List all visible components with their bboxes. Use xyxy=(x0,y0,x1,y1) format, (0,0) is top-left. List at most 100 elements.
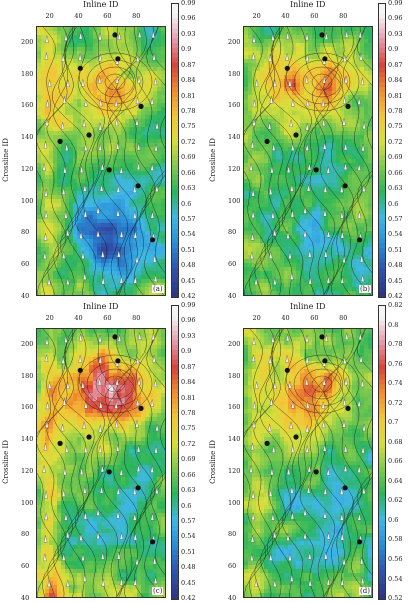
arrow-marker xyxy=(362,423,366,432)
arrow-marker xyxy=(152,53,156,61)
contour-line xyxy=(293,59,351,105)
arrow-marker xyxy=(117,250,121,258)
x-axis-title: Inline ID xyxy=(290,0,326,9)
well-marker xyxy=(77,367,83,373)
arrow-marker xyxy=(99,184,104,192)
arrow-marker xyxy=(267,122,272,130)
panel-label: (d) xyxy=(359,587,371,595)
arrow-marker xyxy=(63,467,67,476)
arrow-marker xyxy=(305,334,309,343)
arrow-marker xyxy=(150,97,154,105)
colorbar-tick-label: 0.84 xyxy=(181,76,196,85)
colorbar-tick-label: 0.57 xyxy=(181,516,196,525)
arrow-marker xyxy=(136,445,141,453)
arrow-marker xyxy=(60,424,65,432)
arrow-marker xyxy=(339,487,344,495)
arrow-marker xyxy=(116,185,121,193)
y-tick-label: 160 xyxy=(228,101,241,110)
contour-line xyxy=(284,52,360,112)
arrow-marker xyxy=(290,184,294,192)
arrow-marker xyxy=(271,211,275,219)
arrow-marker xyxy=(119,166,124,174)
arrow-marker xyxy=(342,255,346,263)
arrow-marker xyxy=(98,355,103,364)
contour-line xyxy=(102,329,137,597)
colorbar-tick-label: 0.76 xyxy=(388,359,403,368)
arrow-marker xyxy=(66,277,70,285)
arrow-marker xyxy=(343,143,348,151)
colorbar-tick-label: 0.72 xyxy=(181,137,196,146)
x-tick-label: 80 xyxy=(132,12,141,20)
colorbar-tick-label: 0.58 xyxy=(388,535,403,544)
colorbar-tick-label: 0.84 xyxy=(181,378,196,387)
y-tick-label: 200 xyxy=(228,37,241,46)
arrow-marker xyxy=(78,355,82,363)
arrow-marker xyxy=(303,229,307,237)
colorbar-gradient xyxy=(379,306,385,599)
arrow-marker xyxy=(267,424,272,432)
arrow-marker xyxy=(362,121,366,130)
arrow-marker xyxy=(344,332,349,340)
arrow-marker xyxy=(254,277,258,285)
colorbar-tick-label: 0.93 xyxy=(388,29,403,38)
arrow-marker xyxy=(271,143,276,151)
well-marker xyxy=(115,358,121,364)
contour-line xyxy=(290,27,330,295)
arrow-marker xyxy=(44,52,49,60)
colorbar-tick-label: 0.81 xyxy=(181,393,196,402)
arrow-marker xyxy=(324,334,329,342)
arrow-marker xyxy=(305,32,309,41)
arrow-marker xyxy=(45,35,49,43)
well-marker xyxy=(77,65,83,71)
x-tick-label: 40 xyxy=(74,314,83,322)
arrow-marker xyxy=(83,143,88,151)
arrow-marker xyxy=(250,443,255,451)
arrow-marker xyxy=(81,553,85,561)
arrow-marker xyxy=(307,552,312,560)
colorbar-tick-label: 0.42 xyxy=(181,292,196,300)
y-tick-label: 120 xyxy=(21,466,34,475)
arrow-marker xyxy=(152,255,157,263)
well-marker xyxy=(150,237,156,243)
colorbar-tick-label: 0.96 xyxy=(181,14,196,23)
arrow-marker xyxy=(153,576,158,584)
arrow-marker xyxy=(132,185,137,193)
contour-line xyxy=(253,329,283,597)
contour-line xyxy=(244,329,267,597)
arrow-marker xyxy=(135,96,140,104)
arrow-marker xyxy=(117,32,122,40)
arrow-marker xyxy=(322,444,327,452)
arrow-marker xyxy=(290,486,294,494)
well-marker xyxy=(342,485,348,491)
arrow-marker xyxy=(254,79,259,87)
arrow-marker xyxy=(268,54,272,62)
arrow-marker xyxy=(137,332,142,340)
arrow-marker xyxy=(358,30,363,38)
y-tick-label: 60 xyxy=(228,562,237,571)
colorbar-tick-label: 0.74 xyxy=(388,379,403,388)
colorbar-tick-label: 0.56 xyxy=(388,554,403,563)
arrow-marker xyxy=(45,401,50,410)
well-marker xyxy=(135,183,141,189)
panel-label: (b) xyxy=(359,285,371,293)
arrow-marker xyxy=(98,334,102,343)
arrow-marker xyxy=(119,276,124,284)
arrow-marker xyxy=(154,445,158,454)
arrow-marker xyxy=(305,53,310,62)
arrow-marker xyxy=(101,579,105,587)
y-tick-label: 180 xyxy=(21,371,34,380)
arrow-marker xyxy=(271,513,275,521)
arrow-marker xyxy=(343,445,348,453)
arrow-marker xyxy=(100,552,105,560)
arrow-marker xyxy=(252,401,257,410)
arrow-marker xyxy=(42,465,46,473)
arrow-marker xyxy=(83,184,87,192)
colorbar-tick-label: 0.81 xyxy=(181,91,196,100)
arrow-marker xyxy=(342,118,346,126)
arrow-marker xyxy=(357,211,362,219)
chart-panel: Inline ID 20 40 60 80 40 60 80 100 120 140 160 180 20… xyxy=(0,301,206,602)
contour-line xyxy=(244,329,275,597)
arrow-marker xyxy=(79,231,83,239)
contour-line xyxy=(313,329,345,597)
arrow-marker xyxy=(362,486,366,494)
